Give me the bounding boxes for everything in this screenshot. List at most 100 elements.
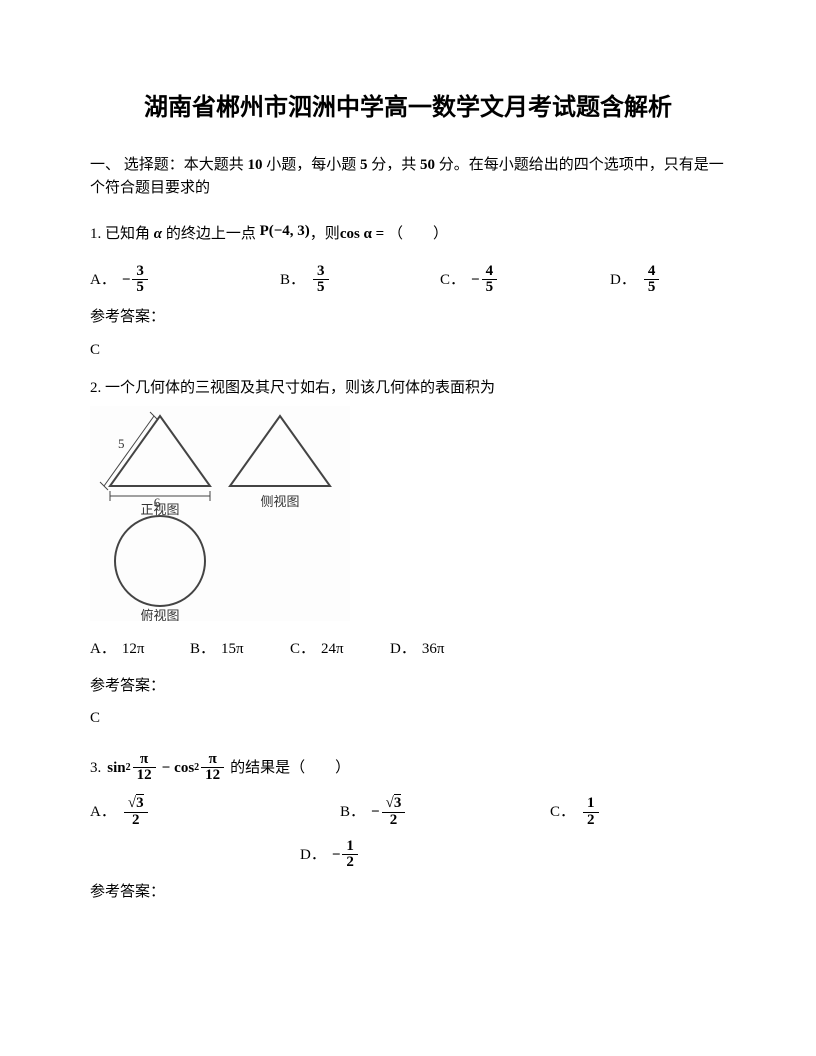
q1-t3: ，则 <box>310 226 340 242</box>
q2-opt-c-val: 24π <box>321 638 344 661</box>
minus-icon: − <box>122 269 131 292</box>
sin-label: sin <box>107 757 125 780</box>
q1-answer: C <box>90 339 726 362</box>
alpha-symbol: α <box>154 226 162 242</box>
q3-opt-b-frac: √3 2 <box>382 796 406 829</box>
q2-opt-d: D． 36π <box>390 638 444 661</box>
q1-opt-a-label: A． <box>90 269 116 292</box>
q2-opt-d-label: D． <box>390 638 416 661</box>
label-top-view: 俯视图 <box>140 608 179 621</box>
q2-opt-d-val: 36π <box>422 638 445 661</box>
q1-opt-d-num: 4 <box>644 264 660 281</box>
frac-pi12-1: π 12 <box>133 752 156 785</box>
squared-2: 2 <box>194 760 199 775</box>
q2-answer: C <box>90 707 726 730</box>
sec-mid1: 小题，每小题 <box>263 157 361 173</box>
q2-opt-a: A． 12π <box>90 638 190 661</box>
q3-rest: 的结果是（ ） <box>230 757 350 780</box>
q3-opt-d-den: 2 <box>342 855 358 871</box>
q2-opt-a-label: A． <box>90 638 116 661</box>
q3-opt-b: B． − √3 2 <box>340 796 550 829</box>
q3-opt-d-frac: 1 2 <box>342 839 358 872</box>
minus-icon: − <box>332 844 341 867</box>
q3-opt-b-label: B． <box>340 801 365 824</box>
q3-answer-label: 参考答案： <box>90 881 726 904</box>
q1-opt-a-frac: 3 5 <box>132 264 148 297</box>
q1-opt-b-label: B． <box>280 269 305 292</box>
dim-hyp: 5 <box>118 436 125 451</box>
q1-opt-b-frac: 3 5 <box>313 264 329 297</box>
pi-2: π <box>201 752 224 769</box>
minus-icon: − <box>371 801 380 824</box>
q3-opt-c-label: C． <box>550 801 575 824</box>
q3-opt-c: C． 1 2 <box>550 796 601 829</box>
q2-opt-a-val: 12π <box>122 638 145 661</box>
q3-opt-d: D． − 1 2 <box>300 839 360 872</box>
q1-text: 1. 已知角 α 的终边上一点 P(−4, 3)，则cos α = （ ） <box>90 223 726 246</box>
page-title: 湖南省郴州市泗洲中学高一数学文月考试题含解析 <box>90 90 726 126</box>
q1-opt-c-num: 4 <box>482 264 498 281</box>
q2-opt-b-val: 15π <box>221 638 244 661</box>
q3-opt-a-label: A． <box>90 801 116 824</box>
q1-opt-b-den: 5 <box>313 280 329 296</box>
q1-opt-d-den: 5 <box>644 280 660 296</box>
twelve-1: 12 <box>133 768 156 784</box>
q2-options: A． 12π B． 15π C． 24π D． 36π <box>90 638 726 661</box>
q2-text: 2. 一个几何体的三视图及其尺寸如右，则该几何体的表面积为 <box>90 377 726 400</box>
q2-opt-b-label: B． <box>190 638 215 661</box>
twelve-2: 12 <box>201 768 224 784</box>
q1-opt-d-frac: 4 5 <box>644 264 660 297</box>
q1-opt-c: C． − 4 5 <box>440 264 610 297</box>
q3-text: 3. sin2 π 12 − cos2 π 12 的结果是（ ） <box>90 752 726 785</box>
squared-1: 2 <box>126 760 131 775</box>
q1-opt-a: A． − 3 5 <box>90 264 280 297</box>
q3-opt-b-den: 2 <box>382 813 406 829</box>
point-p: P(−4, 3) <box>260 223 310 239</box>
label-front-view: 正视图 <box>140 502 179 517</box>
sec-per: 5 <box>360 157 368 173</box>
q1-opt-d-label: D． <box>610 269 636 292</box>
q1-options: A． − 3 5 B． 3 5 C． − 4 5 D． 4 5 <box>90 264 726 297</box>
q1-answer-label: 参考答案： <box>90 306 726 329</box>
q3-opt-a: A． √3 2 <box>90 796 340 829</box>
q2-opt-c-label: C． <box>290 638 315 661</box>
q3-options-row2: D． − 1 2 <box>90 839 726 872</box>
q1-opt-a-num: 3 <box>132 264 148 281</box>
q2-num: 2. <box>90 380 101 396</box>
label-side-view: 侧视图 <box>260 494 299 509</box>
q3-num: 3. <box>90 757 101 780</box>
q3-opt-c-num: 1 <box>583 796 599 813</box>
q1-opt-c-label: C． <box>440 269 465 292</box>
sec-total: 50 <box>420 157 435 173</box>
q2-answer-label: 参考答案： <box>90 675 726 698</box>
cos-alpha: cos α = <box>340 226 384 242</box>
q2-figure: 5 6 正视图 侧视图 俯视图 <box>90 406 726 629</box>
q2-opt-c: C． 24π <box>290 638 390 661</box>
q1-t1: 已知角 <box>101 226 154 242</box>
q2-opt-b: B． 15π <box>190 638 290 661</box>
cos-label: cos <box>174 757 194 780</box>
q1-num: 1. <box>90 226 101 242</box>
q3-opt-c-den: 2 <box>583 813 599 829</box>
minus-icon: − <box>471 269 480 292</box>
q1-paren: （ ） <box>388 226 448 242</box>
q1-opt-b: B． 3 5 <box>280 264 440 297</box>
q3-opt-d-num: 1 <box>342 839 358 856</box>
q3-opt-a-frac: √3 2 <box>124 796 148 829</box>
q3-opt-c-frac: 1 2 <box>583 796 599 829</box>
q3-opt-a-num: √3 <box>124 796 148 813</box>
q1-opt-c-den: 5 <box>482 280 498 296</box>
q3-opt-d-label: D． <box>300 844 326 867</box>
q3-options-row1: A． √3 2 B． − √3 2 C． 1 2 <box>90 796 726 829</box>
q1-opt-c-frac: 4 5 <box>482 264 498 297</box>
q2-body: 一个几何体的三视图及其尺寸如右，则该几何体的表面积为 <box>101 380 495 396</box>
sec-count: 10 <box>248 157 263 173</box>
q1-t2: 的终边上一点 <box>162 226 260 242</box>
section-heading: 一、 选择题：本大题共 10 小题，每小题 5 分，共 50 分。在每小题给出的… <box>90 154 726 199</box>
q3-opt-b-num: √3 <box>382 796 406 813</box>
frac-pi12-2: π 12 <box>201 752 224 785</box>
sec-mid2: 分，共 <box>368 157 421 173</box>
three-view-figure-svg: 5 6 正视图 侧视图 俯视图 <box>90 406 350 621</box>
q1-opt-d: D． 4 5 <box>610 264 661 297</box>
q1-opt-b-num: 3 <box>313 264 329 281</box>
